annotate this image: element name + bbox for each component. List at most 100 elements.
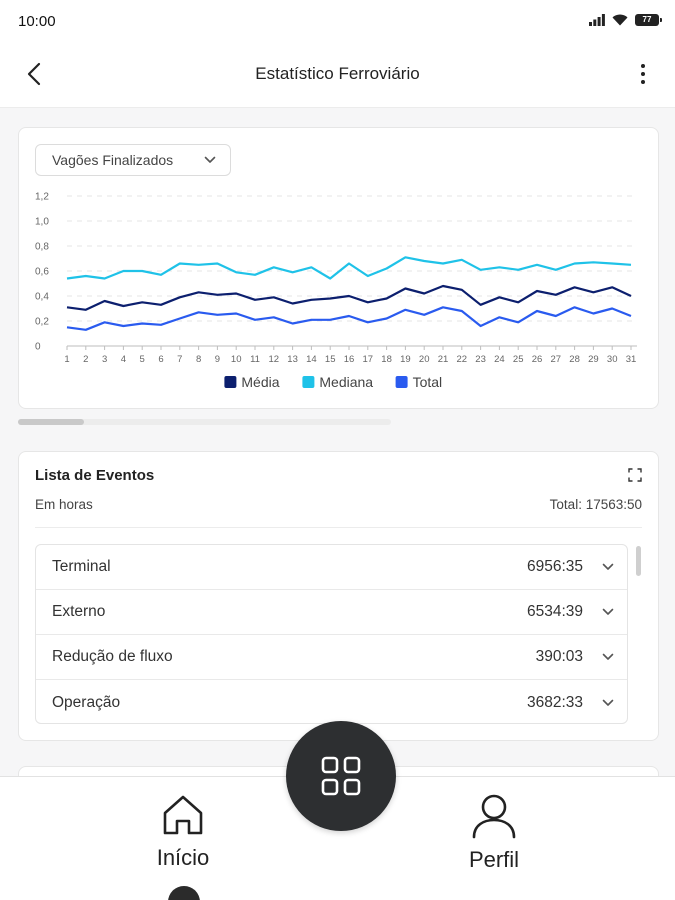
nav-home-label: Início — [156, 845, 210, 870]
menu-fab-button[interactable] — [286, 721, 396, 831]
event-name: Externo — [52, 603, 106, 620]
page-title: Estatístico Ferroviário — [255, 64, 420, 83]
y-tick-label: 0,6 — [35, 267, 49, 278]
event-value: 390:03 — [535, 648, 583, 665]
x-tick-label: 25 — [513, 354, 524, 365]
expand-icon — [628, 468, 642, 482]
events-total: Total: 17563:50 — [549, 497, 642, 512]
back-button[interactable] — [18, 58, 50, 90]
event-row-terminal[interactable]: Terminal 6956:35 — [36, 545, 627, 590]
home-icon — [163, 795, 203, 835]
legend-label: Média — [241, 374, 279, 390]
scrollbar-thumb[interactable] — [18, 419, 84, 425]
legend-swatch — [302, 376, 315, 388]
event-row-externo[interactable]: Externo 6534:39 — [36, 590, 627, 635]
x-tick-label: 24 — [494, 354, 505, 365]
legend-swatch — [395, 376, 408, 388]
event-value: 6956:35 — [526, 558, 583, 575]
x-tick-label: 14 — [306, 354, 317, 365]
line-chart: 00,20,40,60,81,01,21 2 3 4 5 6 7 8 9 10 11 12 13 14 15… — [35, 192, 637, 390]
wifi-icon — [612, 14, 628, 26]
x-tick-label: 17 — [363, 354, 374, 365]
x-tick-label: 5 — [140, 354, 145, 365]
status-time: 10:00 — [18, 13, 56, 30]
nav-home[interactable]: Início — [113, 793, 253, 871]
nav-profile[interactable]: Perfil — [424, 793, 564, 873]
series-line-total — [66, 306, 632, 331]
metric-select[interactable]: Vagões Finalizados — [35, 144, 231, 176]
x-tick-label: 3 — [102, 354, 107, 365]
chevron-down-icon — [204, 156, 216, 163]
x-tick-label: 13 — [287, 354, 298, 365]
event-value: 3682:33 — [526, 693, 583, 711]
x-tick-label: 21 — [438, 354, 449, 365]
event-value: 6534:39 — [526, 603, 583, 620]
expand-button[interactable] — [628, 468, 642, 482]
x-tick-label: 19 — [400, 354, 411, 365]
x-tick-label: 11 — [250, 354, 260, 365]
x-tick-label: 30 — [607, 354, 618, 365]
x-tick-label: 28 — [569, 354, 580, 365]
events-title: Lista de Eventos — [35, 467, 155, 484]
x-tick-label: 9 — [215, 354, 220, 365]
status-bar: 10:00 77 — [0, 0, 675, 44]
event-name: Operação — [52, 693, 121, 711]
battery-icon: 77 — [635, 14, 662, 26]
x-tick-label: 6 — [158, 354, 163, 365]
grid-icon — [321, 756, 361, 796]
events-vertical-scrollbar[interactable] — [636, 544, 641, 724]
chart-horizontal-scrollbar[interactable] — [18, 419, 391, 425]
y-tick-label: 0,8 — [35, 242, 49, 253]
events-subtitle: Em horas — [35, 497, 93, 512]
legend-label: Mediana — [319, 374, 373, 390]
divider — [35, 527, 642, 528]
signal-icon — [589, 14, 605, 26]
event-name: Redução de fluxo — [52, 648, 173, 665]
user-icon — [472, 794, 516, 839]
x-tick-label: 2 — [83, 354, 88, 365]
x-tick-label: 8 — [196, 354, 201, 365]
x-tick-label: 23 — [475, 354, 486, 365]
events-card: Lista de Eventos Em horas Total: 17563:5… — [18, 451, 659, 741]
x-tick-label: 7 — [177, 354, 182, 365]
series-line-mediana — [66, 256, 632, 280]
event-row-reducao-de-fluxo[interactable]: Redução de fluxo 390:03 — [36, 635, 627, 680]
x-tick-label: 15 — [325, 354, 336, 365]
x-tick-label: 12 — [269, 354, 280, 365]
x-tick-label: 20 — [419, 354, 430, 365]
more-options-button[interactable] — [631, 58, 655, 90]
x-tick-label: 10 — [231, 354, 242, 365]
legend-label: Total — [413, 374, 443, 390]
chevron-left-icon — [27, 62, 41, 86]
x-tick-label: 18 — [381, 354, 392, 365]
x-tick-label: 4 — [121, 354, 126, 365]
y-tick-label: 0,2 — [35, 317, 49, 328]
events-list: Terminal 6956:35 Externo 6534:39 Redução… — [35, 544, 628, 724]
nav-profile-label: Perfil — [468, 847, 520, 872]
x-tick-label: 16 — [344, 354, 355, 365]
x-tick-label: 22 — [457, 354, 468, 365]
event-row-operacao[interactable]: Operação 3682:33 — [36, 680, 627, 723]
chevron-down-icon[interactable] — [597, 692, 619, 714]
y-tick-label: 0,4 — [35, 292, 49, 303]
chart-card: 0 0,2 0,4 0,6 0,8 1,0 1,2 1 2 3 4 5 6 7 8 9 10 11 12 13 14 15… — [18, 127, 659, 409]
x-tick-label: 26 — [532, 354, 543, 365]
legend-swatch — [224, 376, 237, 388]
x-tick-label: 27 — [551, 354, 562, 365]
status-icons: 77 — [589, 14, 662, 26]
app-header: Estatístico Ferroviário — [0, 44, 675, 108]
y-tick-label: 1,0 — [35, 217, 49, 228]
x-tick-label: 1 — [64, 354, 69, 365]
event-name: Terminal — [52, 558, 111, 575]
y-tick-label: 1,2 — [35, 192, 49, 203]
x-tick-label: 31 — [626, 354, 637, 365]
more-vertical-icon — [641, 64, 645, 84]
chevron-down-icon[interactable] — [597, 556, 619, 578]
active-nav-indicator — [168, 886, 200, 900]
scrollbar-thumb[interactable] — [636, 546, 641, 576]
chevron-down-icon[interactable] — [597, 646, 619, 668]
chevron-down-icon[interactable] — [597, 601, 619, 623]
series-line-média — [66, 284, 632, 311]
x-tick-label: 29 — [588, 354, 599, 365]
metric-select-value: Vagões Finalizados — [52, 152, 174, 168]
